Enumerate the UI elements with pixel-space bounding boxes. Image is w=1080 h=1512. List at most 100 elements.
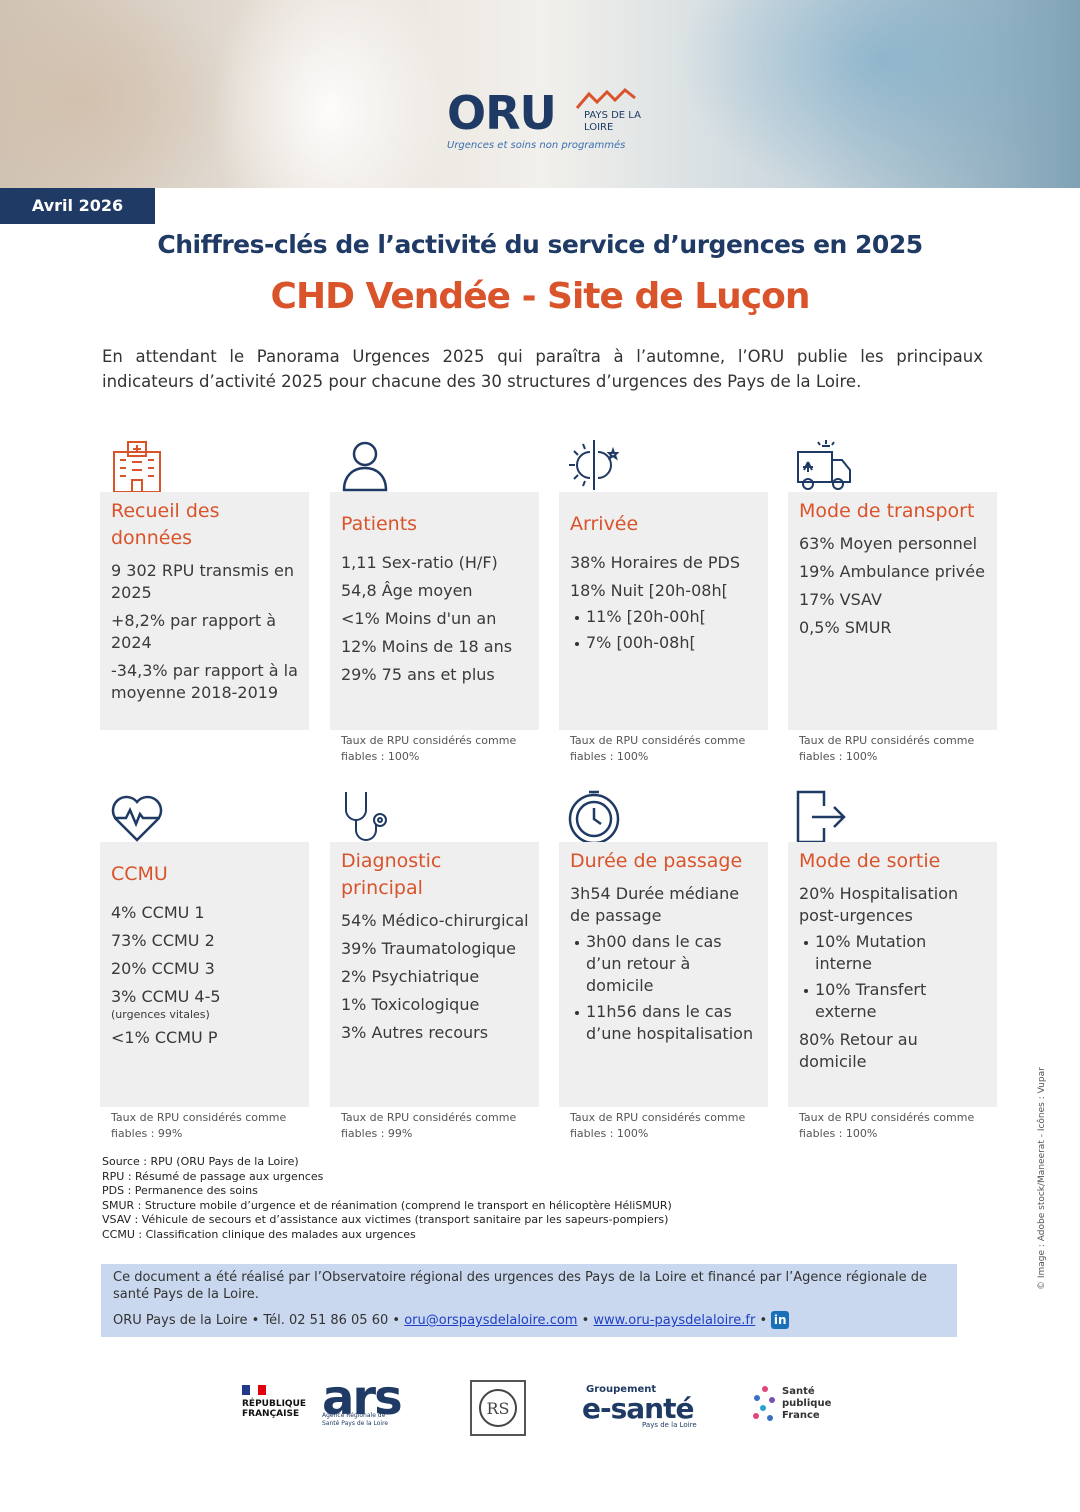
logo-region: RS [470,1380,526,1436]
card-footnote: Taux de RPU considérés comme fiables : 1… [570,1111,746,1140]
card-title: Arrivée [570,513,639,535]
item-text: -34,3% par rapport à la moyenne 2018-201… [111,661,298,702]
flag [242,1385,266,1395]
image-credit: © Image : Adobe stock/Maneerat - Icônes … [1037,1067,1047,1290]
source-line: VSAV : Véhicule de secours et d’assistan… [102,1213,669,1226]
logo-spf: Santé publique France [782,1386,832,1421]
item-text: 2% Psychiatrique [341,967,480,986]
card: CCMU 4% CCMU 1 73% CCMU 2 20% CCMU 3 3% CCMU… [100,842,309,1107]
hero-image [0,0,1080,188]
card-item: 1% Toxicologique [341,994,529,1016]
email-link[interactable]: oru@orspaysdelaloire.com [404,1313,578,1328]
card-title: Recueil des données [111,500,220,549]
item-text: 3h54 Durée médiane de passage [570,884,740,925]
item-text: 18% Nuit [20h-08h[ [570,581,728,600]
sub-item: 10% Transfert externe [799,979,987,1023]
icon-clock [568,790,620,845]
icon-heart [111,795,163,842]
esante-sub: Pays de la Loire [642,1421,697,1429]
card-item: 39% Traumatologique [341,938,529,960]
card-item: 73% CCMU 2 [111,930,299,952]
contact-line: ORU Pays de la Loire • Tél. 02 51 86 05 … [113,1311,945,1329]
card: Diagnostic principal 54% Médico-chirurgic… [330,842,539,1107]
item-note: (urgences vitales) [111,1008,210,1021]
card-item: 17% VSAV [799,589,987,611]
card-item: 18% Nuit [20h-08h[ 11% [20h-00h[ 7% [00h-0… [570,580,758,654]
source-line: SMUR : Structure mobile d’urgence et de … [102,1198,672,1212]
card-item: -34,3% par rapport à la moyenne 2018-201… [111,660,299,704]
card-footnote: Taux de RPU considérés comme fiables : 1… [799,734,975,763]
title: Chiffres-clés de l’activité du service d… [157,230,923,259]
item-text: 19% Ambulance privée [799,562,985,581]
logo-ars: ars [322,1370,403,1426]
logo-esante: e-santé [582,1392,694,1425]
item-text: 3% Autres recours [341,1023,489,1042]
item-text: <1% CCMU P [111,1028,218,1047]
item-text: <1% Moins d'un an [341,609,497,628]
card-title: Durée de passage [570,850,743,872]
intro: En attendant le Panorama Urgences 2025 q… [102,347,983,391]
card-title: CCMU [111,863,168,885]
card-item: 9 302 RPU transmis en 2025 [111,560,299,604]
card-footnote: Taux de RPU considérés comme fiables : 1… [570,734,746,763]
item-text: 39% Traumatologique [341,939,517,958]
card-item: 4% CCMU 1 [111,902,299,924]
spf-dots [753,1386,775,1421]
item-text: 17% VSAV [799,590,882,609]
icon-patient [342,441,388,492]
republique-text: RÉPUBLIQUE FRANÇAISE [242,1399,307,1419]
card-footnote: Taux de RPU considérés comme fiables : 9… [341,1111,517,1140]
item-text: 4% CCMU 1 [111,903,205,922]
item-text: 12% Moins de 18 ans [341,637,513,656]
card-item: 20% CCMU 3 [111,958,299,980]
card-title: Patients [341,513,418,535]
sub-item: 7% [00h-08h[ [570,632,758,654]
separator: • [581,1313,590,1328]
card-item: 3% Autres recours [341,1022,529,1044]
footer-text: Ce document a été réalisé par l’Observat… [113,1270,927,1302]
logo-republique: RÉPUBLIQUE FRANÇAISE [242,1380,306,1434]
esante-top: Groupement [586,1384,657,1395]
sub-item: 11h56 dans le cas d’une hospitalisation [570,1001,758,1045]
item-text: 63% Moyen personnel [799,534,978,553]
card-item: 3% CCMU 4-5 (urgences vitales) [111,986,299,1021]
card: Arrivée 38% Horaires de PDS 18% Nuit [20h-… [559,492,768,730]
item-text: 38% Horaires de PDS [570,553,740,572]
card-item: +8,2% par rapport à 2024 [111,610,299,654]
card: Mode de sortie 20% Hospitalisation post-u… [788,842,997,1107]
item-text: +8,2% par rapport à 2024 [111,611,276,652]
card-item: 63% Moyen personnel [799,533,987,555]
linkedin-link[interactable]: in [771,1311,790,1329]
card-footnote: Taux de RPU considérés comme fiables : 9… [111,1111,287,1140]
contact: ORU Pays de la Loire • Tél. 02 51 86 05 … [113,1313,389,1328]
item-text: 73% CCMU 2 [111,931,215,950]
source-line: CCMU : Classification clinique des malad… [102,1227,416,1241]
logo-ars-sub: Agence Régionale de Santé Pays de la Loi… [322,1412,389,1427]
card-footnote: Taux de RPU considérés comme fiables : 1… [341,734,517,763]
item-text: 20% Hospitalisation post-urgences [799,884,959,925]
sub-item: 11% [20h-00h[ [570,606,758,628]
item-text: 9 302 RPU transmis en 2025 [111,561,295,602]
icon-ambulance [797,440,851,490]
card: Recueil des données 9 302 RPU transmis en… [100,492,309,730]
card-title: Mode de transport [799,500,975,522]
item-text: 1,11 Sex-ratio (H/F) [341,553,498,572]
logo-tagline: Urgences et soins non programmés [447,140,626,151]
website-link[interactable]: www.oru-paysdelaloire.fr [593,1313,756,1328]
item-text: 1% Toxicologique [341,995,480,1014]
item-text: 29% 75 ans et plus [341,665,495,684]
sub-item: 10% Mutation interne [799,931,987,975]
source-line: PDS : Permanence des soins [102,1184,258,1197]
card: Durée de passage 3h54 Durée médiane de pa… [559,842,768,1107]
item-text: 3% CCMU 4-5 [111,987,221,1006]
card-item: 1,11 Sex-ratio (H/F) [341,552,529,574]
card-item: 2% Psychiatrique [341,966,529,988]
card-footnote: Taux de RPU considérés comme fiables : 1… [799,1111,975,1140]
item-text: 54,8 Âge moyen [341,581,473,600]
separator: • [392,1313,401,1328]
sub-item: 3h00 dans le cas d’un retour à domicile [570,931,758,997]
source-line: RPU : Résumé de passage aux urgences [102,1169,324,1183]
icon-day-night [569,440,620,490]
card-item: 3h54 Durée médiane de passage 3h00 dans l… [570,883,758,1045]
